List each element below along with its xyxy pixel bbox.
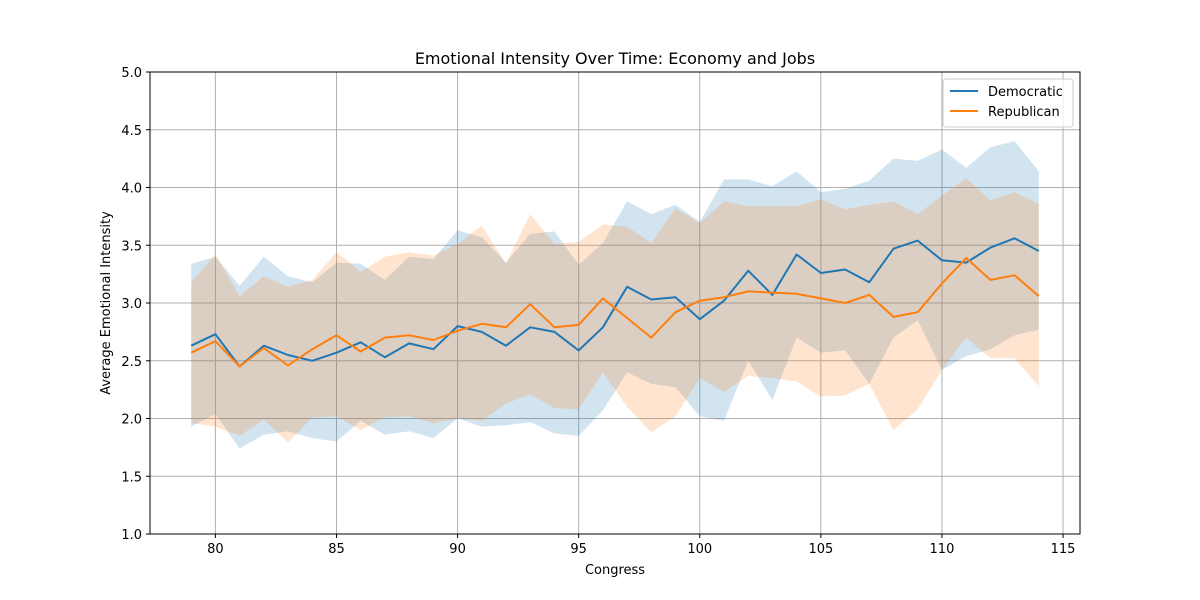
y-tick-label: 4.5 <box>121 124 142 139</box>
x-tick-label: 85 <box>328 542 345 557</box>
y-tick-label: 3.0 <box>121 297 142 312</box>
x-axis-ticks: 80 85 90 95 100 105 110 115 <box>207 534 1075 557</box>
confidence-bands <box>191 141 1039 449</box>
x-tick-label: 100 <box>687 542 712 557</box>
y-tick-label: 4.0 <box>121 182 142 197</box>
y-tick-label: 5.0 <box>121 66 142 81</box>
legend: Democratic Republican <box>942 78 1074 128</box>
y-tick-label: 3.5 <box>121 239 142 254</box>
x-tick-label: 115 <box>1051 542 1076 557</box>
y-axis-ticks: 1.0 1.5 2.0 2.5 3.0 3.5 4.0 4.5 5.0 <box>121 66 150 543</box>
y-axis-label: Average Emotional Intensity <box>99 211 114 395</box>
band-republican <box>191 178 1039 443</box>
line-republican <box>190 257 1040 368</box>
x-tick-label: 110 <box>930 542 955 557</box>
x-tick-label: 95 <box>570 542 587 557</box>
band-democratic <box>191 141 1039 449</box>
y-tick-label: 2.0 <box>121 413 142 428</box>
legend-label-republican: Republican <box>988 105 1060 120</box>
x-tick-label: 105 <box>808 542 833 557</box>
y-tick-label: 2.5 <box>121 355 142 370</box>
x-tick-label: 80 <box>207 542 224 557</box>
legend-label-democratic: Democratic <box>988 85 1063 100</box>
plot-area <box>149 71 1081 535</box>
chart-title: Emotional Intensity Over Time: Economy a… <box>415 49 815 68</box>
y-tick-label: 1.5 <box>121 470 142 485</box>
series-lines <box>190 237 1040 368</box>
x-tick-label: 90 <box>449 542 466 557</box>
x-axis-label: Congress <box>585 563 645 578</box>
y-tick-label: 1.0 <box>121 528 142 543</box>
